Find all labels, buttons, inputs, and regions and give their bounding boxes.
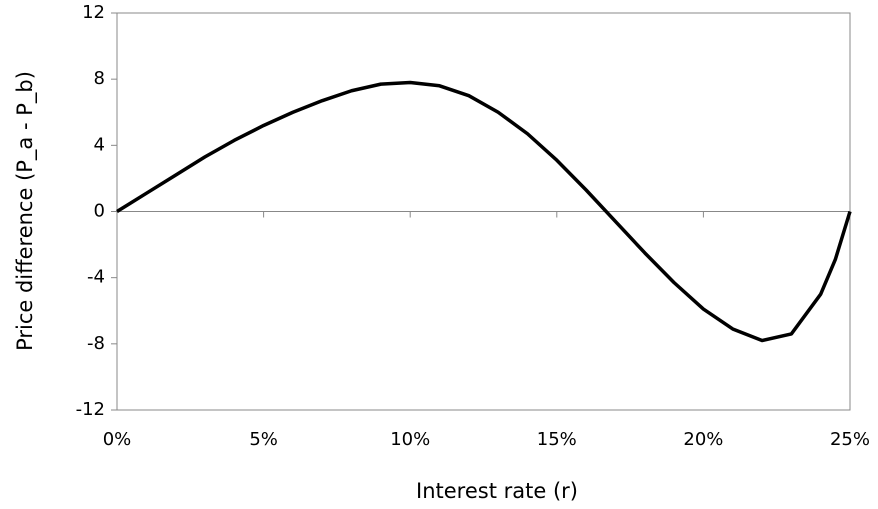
- y-axis-label: Price difference (P_a - P_b): [13, 71, 38, 351]
- x-tick-label: 0%: [103, 429, 132, 450]
- x-axis-label: Interest rate (r): [416, 479, 578, 503]
- y-tick-label: 8: [94, 68, 105, 89]
- x-tick-label: 10%: [390, 429, 430, 450]
- x-tick-label: 15%: [537, 429, 577, 450]
- x-tick-label: 5%: [249, 429, 278, 450]
- line-series: [116, 80, 852, 343]
- y-tick-label: -8: [87, 333, 105, 354]
- y-tick-label: 0: [94, 201, 105, 222]
- y-tick-label: 12: [82, 2, 105, 23]
- x-tick-label: 20%: [683, 429, 723, 450]
- y-tick-label: 4: [94, 134, 105, 155]
- y-tick-label: -12: [76, 399, 105, 420]
- y-tick-label: -4: [87, 267, 105, 288]
- x-tick-label: 25%: [830, 429, 870, 450]
